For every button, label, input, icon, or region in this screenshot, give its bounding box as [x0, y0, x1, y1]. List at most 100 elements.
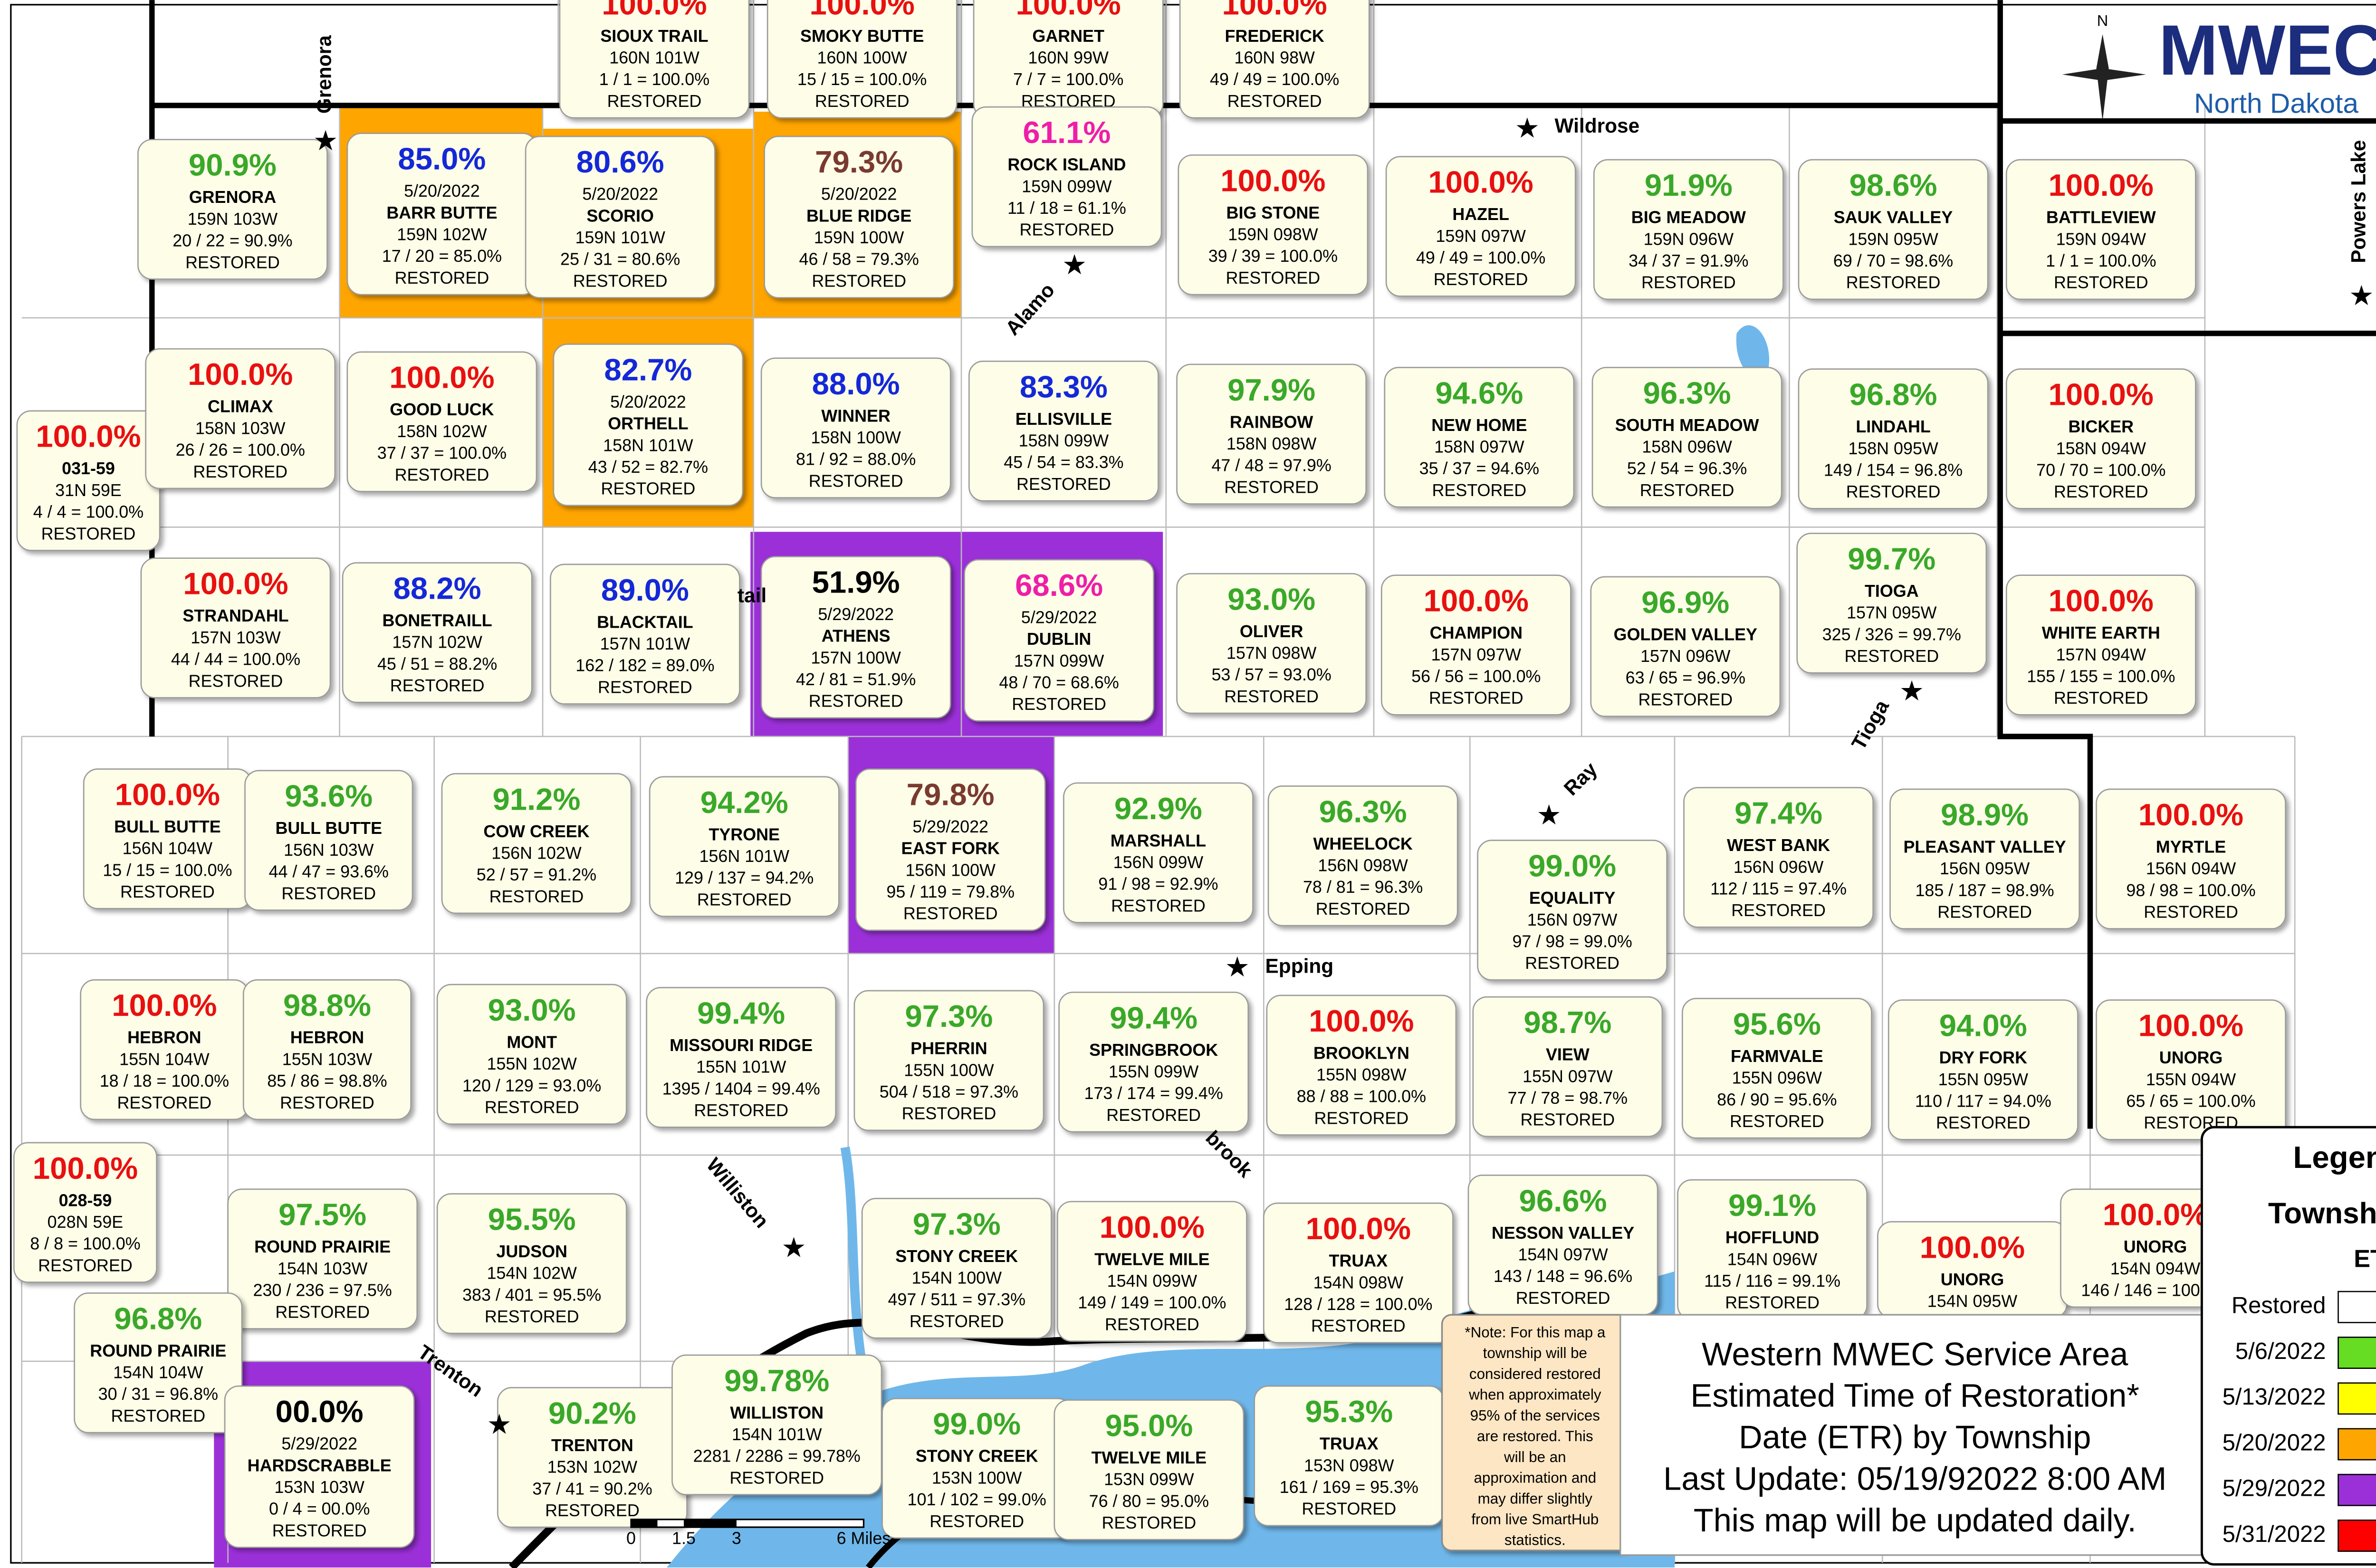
- township-callout: 68.6% 5/29/2022 DUBLIN 157N 099W 48 / 70 = 6…: [964, 559, 1154, 722]
- township-code: 156N 095W: [1940, 859, 2030, 878]
- township-name: 031-59: [62, 459, 115, 478]
- note-line: will be an: [1504, 1449, 1566, 1465]
- township-name: TIOGA: [1865, 582, 1919, 601]
- township-callout: 100.0% STRANDAHL 157N 103W 44 / 44 = 100.0%…: [140, 557, 331, 698]
- township-code: 155N 102W: [487, 1054, 577, 1073]
- restored-percent: 97.9%: [1227, 373, 1315, 407]
- callout-box: [861, 1198, 1052, 1339]
- township-callout: 95.0% TWELVE MILE 153N 099W 76 / 80 = 95.0%…: [1054, 1399, 1245, 1540]
- note-line: *Note: For this map a: [1465, 1324, 1605, 1341]
- township-count: 155 / 155 = 100.0%: [2027, 667, 2175, 686]
- township-name: TRENTON: [551, 1436, 633, 1455]
- callout-box: [760, 357, 951, 498]
- town-star: ★: [781, 1233, 806, 1263]
- township-count: 47 / 48 = 97.9%: [1211, 456, 1331, 475]
- township-status: RESTORED: [809, 692, 903, 711]
- township-grid: [21, 0, 2296, 1563]
- township-code: 154N 100W: [912, 1269, 1002, 1288]
- township-code: 156N 098W: [1318, 856, 1408, 875]
- restored-percent: 95.0%: [1105, 1408, 1193, 1443]
- legend-header: ETR: [2354, 1245, 2376, 1273]
- township-code: 158N 099W: [1019, 431, 1109, 450]
- township-count: 97 / 98 = 99.0%: [1512, 932, 1632, 951]
- township-name: ATHENS: [822, 627, 891, 646]
- township-code: 154N 095W: [1927, 1291, 2018, 1310]
- town-star: ★: [487, 1409, 512, 1440]
- township-callout: 95.3% TRUAX 153N 098W 161 / 169 = 95.3% REST…: [1254, 1385, 1445, 1527]
- callout-box: [968, 361, 1159, 502]
- township-count: 1395 / 1404 = 99.4%: [662, 1079, 820, 1098]
- township-count: 185 / 187 = 98.9%: [1915, 881, 2054, 900]
- callout-box: [436, 984, 627, 1125]
- township-name: UNORG: [2124, 1237, 2187, 1256]
- township-count: 63 / 65 = 96.9%: [1626, 669, 1745, 688]
- restored-percent: 100.0%: [33, 1151, 138, 1186]
- scale-label: 1.5: [672, 1529, 696, 1548]
- township-name: DUBLIN: [1027, 630, 1092, 649]
- township-callout: 96.3% WHEELOCK 156N 098W 78 / 81 = 96.3% RES…: [1267, 785, 1458, 927]
- legend-swatch: [2338, 1428, 2376, 1461]
- restored-percent: 85.0%: [398, 142, 486, 176]
- township-count: 48 / 70 = 68.6%: [999, 673, 1119, 692]
- township-count: 110 / 117 = 94.0%: [1915, 1092, 2051, 1111]
- callout-box: [2005, 574, 2196, 716]
- township-status: RESTORED: [902, 1104, 996, 1123]
- township-name: SPRINGBROOK: [1089, 1041, 1218, 1060]
- town-star: ★: [1062, 249, 1087, 280]
- township-status: RESTORED: [1730, 1112, 1824, 1131]
- township-code: 159N 099W: [1022, 177, 1112, 196]
- township-name: SIOUX TRAIL: [600, 27, 708, 46]
- restored-percent: 99.78%: [724, 1363, 829, 1398]
- township-name: HEBRON: [290, 1028, 364, 1047]
- township-status: RESTORED: [1314, 1109, 1409, 1128]
- township-name: PLEASANT VALLEY: [1903, 837, 2066, 856]
- township-name: BIG STONE: [1226, 203, 1320, 222]
- township-name: HAZEL: [1452, 205, 1509, 224]
- township-callout: 90.2% TRENTON 153N 102W 37 / 41 = 90.2% REST…: [497, 1387, 688, 1528]
- title-line: Western MWEC Service Area: [1702, 1336, 2128, 1372]
- township-callout: 90.9% GRENORA 159N 103W 20 / 22 = 90.9% REST…: [137, 139, 328, 280]
- town-star: ★: [1225, 952, 1250, 983]
- township-code: 156N 094W: [2146, 859, 2236, 878]
- township-name: OLIVER: [1240, 622, 1303, 641]
- township-status: RESTORED: [573, 271, 668, 290]
- restored-percent: 97.4%: [1734, 796, 1822, 831]
- township-code: 155N 101W: [696, 1058, 786, 1077]
- callout-box: [1267, 785, 1458, 927]
- restored-percent: 99.4%: [1110, 1000, 1198, 1035]
- township-count: 49 / 49 = 100.0%: [1210, 70, 1339, 89]
- township-name: GOOD LUCK: [390, 400, 494, 419]
- township-status: RESTORED: [41, 524, 136, 543]
- township-code: 153N 099W: [1104, 1470, 1194, 1489]
- township-code: 159N 095W: [1848, 229, 1938, 249]
- township-count: 77 / 78 = 98.7%: [1508, 1089, 1628, 1108]
- callout-box: [224, 1385, 415, 1548]
- township-count: 230 / 236 = 97.5%: [253, 1281, 392, 1300]
- township-name: STONY CREEK: [916, 1447, 1038, 1466]
- restored-percent: 95.6%: [1733, 1006, 1821, 1041]
- township-callout: 00.0% 5/29/2022 HARDSCRABBLE 153N 103W 0 / 4…: [224, 1385, 415, 1548]
- township-callout: 93.0% OLIVER 157N 098W 53 / 57 = 93.0% RESTO…: [1176, 573, 1367, 714]
- township-code: 154N 096W: [1727, 1250, 1818, 1269]
- township-code: 155N 104W: [119, 1050, 210, 1069]
- township-status: RESTORED: [1224, 478, 1319, 497]
- township-code: 154N 097W: [1518, 1245, 1608, 1264]
- restored-percent: 100.0%: [1100, 1210, 1205, 1244]
- restored-percent: 100.0%: [2049, 377, 2154, 412]
- township-status: RESTORED: [1111, 896, 1206, 915]
- township-count: 15 / 15 = 100.0%: [797, 70, 927, 89]
- township-callout: 100.0% HAZEL 159N 097W 49 / 49 = 100.0% REST…: [1385, 156, 1576, 297]
- township-status: RESTORED: [1316, 899, 1410, 918]
- restored-percent: 96.3%: [1319, 794, 1407, 829]
- township-status: RESTORED: [1016, 475, 1111, 494]
- township-name: MONT: [507, 1033, 557, 1052]
- township-status: RESTORED: [189, 671, 283, 690]
- township-count: 4 / 4 = 100.0%: [33, 503, 144, 522]
- township-callout: 97.4% WEST BANK 156N 096W 112 / 115 = 97.4%…: [1683, 787, 1874, 928]
- legend-box: [2200, 1126, 2376, 1566]
- township-code: 158N 103W: [195, 419, 286, 438]
- township-callout: 100.0% GOOD LUCK 158N 102W 37 / 37 = 100.0%…: [346, 351, 537, 492]
- township-callout: 94.2% TYRONE 156N 101W 129 / 137 = 94.2% RES…: [649, 776, 840, 917]
- township-name: ORTHELL: [608, 414, 688, 433]
- township-code: 158N 101W: [603, 436, 693, 455]
